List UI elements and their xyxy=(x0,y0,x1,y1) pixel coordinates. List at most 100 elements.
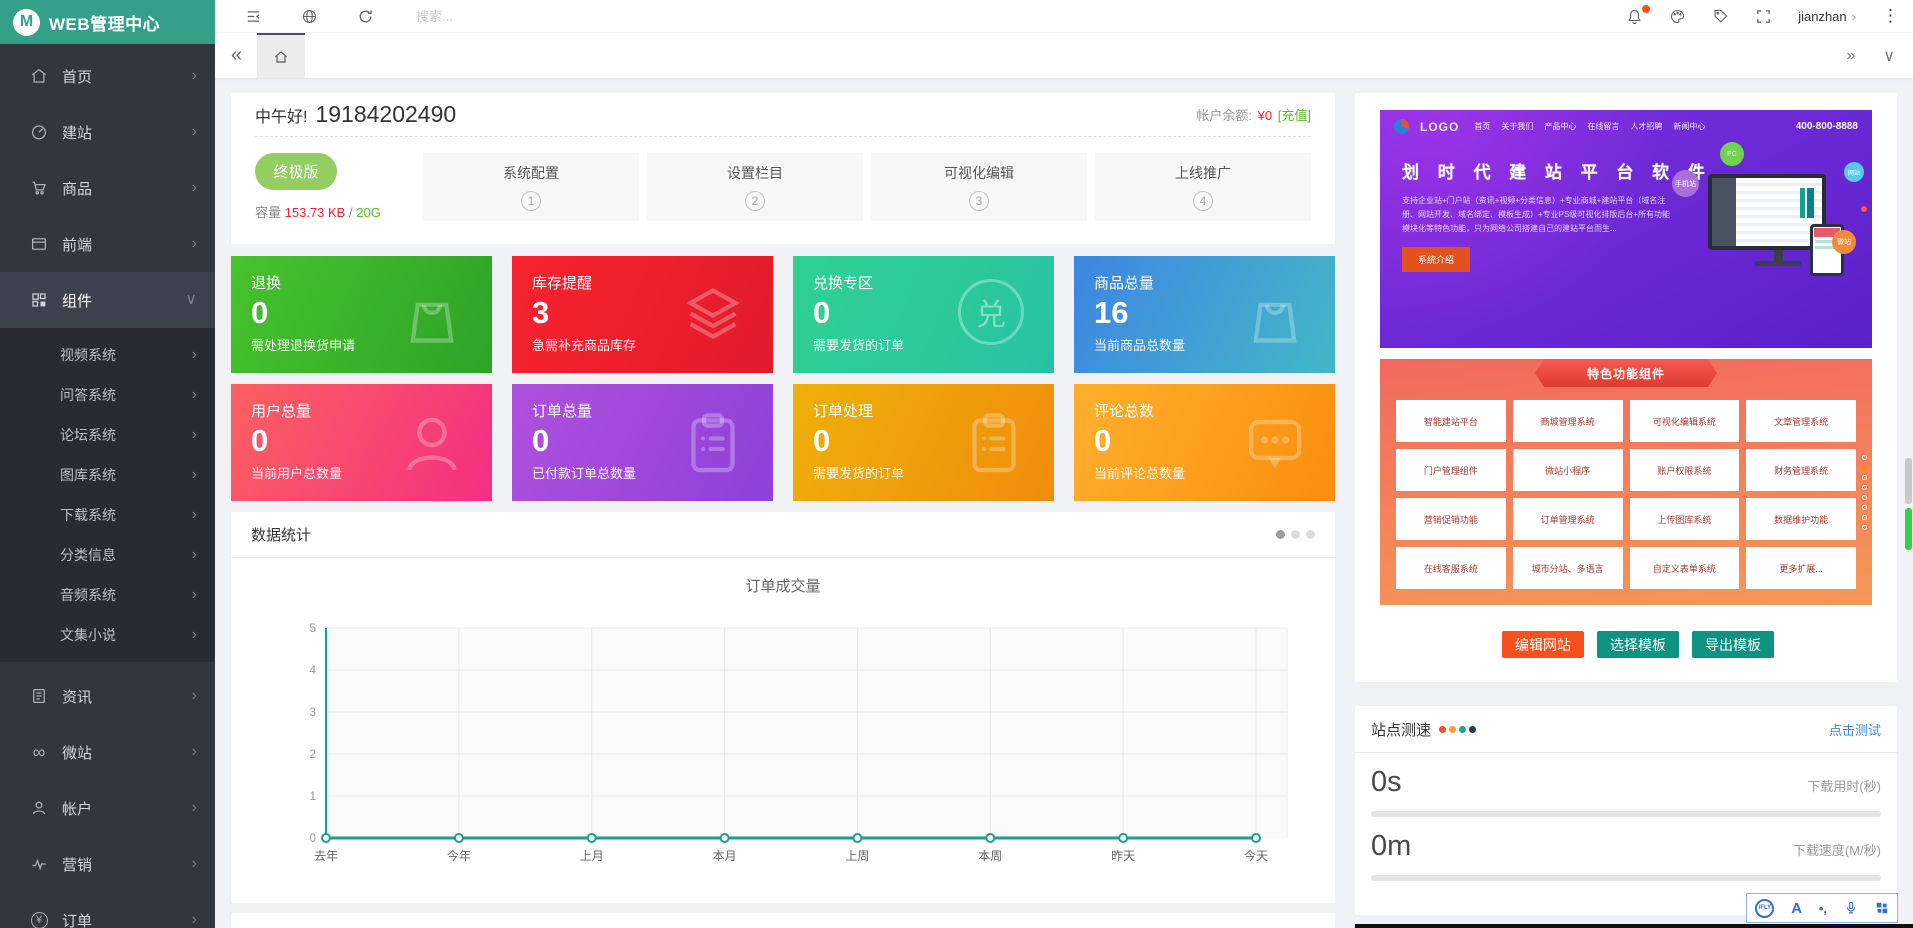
ime-punctuation-icon[interactable]: •, xyxy=(1819,901,1827,916)
username: jianzhan xyxy=(1798,9,1846,24)
stat-card-returns[interactable]: 退换 0 需处理退换货申请 xyxy=(231,256,492,373)
badge-web: 网站 xyxy=(1844,162,1864,182)
carousel-dot[interactable] xyxy=(1862,505,1867,510)
plan-badge: 终极版 xyxy=(255,153,337,190)
chevron-right-icon: › xyxy=(192,587,197,603)
submenu-item-download[interactable]: 下载系统› xyxy=(0,495,215,535)
ime-language-icon[interactable]: A xyxy=(1791,900,1802,917)
tabs-scroll-right-icon[interactable]: » xyxy=(1846,47,1855,65)
submenu-item-audio[interactable]: 音频系统› xyxy=(0,575,215,615)
tabs-scroll-left-icon[interactable]: « xyxy=(231,44,242,67)
submenu-item-qa[interactable]: 问答系统› xyxy=(0,375,215,415)
stat-card-stock-alert[interactable]: 库存提醒 3 急需补充商品库存 xyxy=(512,256,773,373)
step-system-config[interactable]: 系统配置 1 xyxy=(423,153,639,221)
step-visual-edit[interactable]: 可视化编辑 3 xyxy=(871,153,1087,221)
scrollbar-thumb[interactable] xyxy=(1905,458,1912,504)
user-menu[interactable]: jianzhan › xyxy=(1798,9,1856,24)
sidebar-item-account[interactable]: 帐户 › xyxy=(0,780,215,836)
chevron-right-icon: › xyxy=(1852,10,1856,23)
submenu-item-forum[interactable]: 论坛系统› xyxy=(0,415,215,455)
template-description: 支持企业站+门户站（资讯+视频+分类信息）+专业商城+建站平台（域名注册、网站开… xyxy=(1402,194,1677,236)
submenu-item-novel[interactable]: 文集小说› xyxy=(0,615,215,655)
sidebar-item-components[interactable]: 组件 ∨ xyxy=(0,272,215,328)
edit-site-button[interactable]: 编辑网站 xyxy=(1502,631,1584,658)
carousel-dot[interactable] xyxy=(1862,515,1867,520)
collapse-menu-icon[interactable] xyxy=(245,8,262,25)
submenu-item-classified[interactable]: 分类信息› xyxy=(0,535,215,575)
carousel-dot[interactable] xyxy=(1862,495,1867,500)
ifly-logo-icon[interactable]: iFLY xyxy=(1755,899,1774,918)
sidebar-item-orders[interactable]: ¥ 订单 › xyxy=(0,892,215,928)
fullscreen-icon[interactable] xyxy=(1755,8,1772,25)
sidebar-item-home[interactable]: 首页 › xyxy=(0,48,215,104)
stat-card-total-users[interactable]: 用户总量 0 当前用户总数量 xyxy=(231,384,492,501)
carousel-dot[interactable] xyxy=(1862,455,1867,460)
carousel-dot[interactable] xyxy=(1862,525,1867,530)
stat-card-order-processing[interactable]: 订单处理 0 需要发货的订单 xyxy=(793,384,1054,501)
carousel-dot[interactable] xyxy=(1291,530,1300,539)
carousel-dot[interactable] xyxy=(1862,465,1867,470)
carousel-dot[interactable] xyxy=(1306,530,1315,539)
template-carousel-dots xyxy=(1862,455,1867,530)
chevron-right-icon: › xyxy=(192,124,197,140)
chevron-right-icon: › xyxy=(192,547,197,563)
carousel-dot[interactable] xyxy=(1862,485,1867,490)
svg-text:上月: 上月 xyxy=(580,849,604,863)
bag-icon xyxy=(1239,279,1311,351)
chevron-right-icon: › xyxy=(192,236,197,252)
chart-title: 订单成交量 xyxy=(231,575,1335,596)
sidebar-item-sitebuild[interactable]: 建站 › xyxy=(0,104,215,160)
recharge-link[interactable]: [充值] xyxy=(1278,108,1311,123)
stat-card-total-products[interactable]: 商品总量 16 当前商品总数量 xyxy=(1074,256,1335,373)
sidebar-item-frontend[interactable]: 前端 › xyxy=(0,216,215,272)
ime-grid-icon[interactable] xyxy=(1875,901,1889,915)
sidebar-item-products[interactable]: 商品 › xyxy=(0,160,215,216)
stat-card-exchange[interactable]: 兑换专区 0 需要发货的订单 兑 xyxy=(793,256,1054,373)
refresh-icon[interactable] xyxy=(357,8,374,25)
stat-card-total-comments[interactable]: 评论总数 0 当前评论总数量 xyxy=(1074,384,1335,501)
speedtest-header: 站点测速 点击测试 xyxy=(1355,706,1897,753)
svg-text:3: 3 xyxy=(309,705,316,719)
chevron-right-icon: › xyxy=(192,68,197,84)
run-test-link[interactable]: 点击测试 xyxy=(1829,720,1881,739)
bell-icon[interactable] xyxy=(1626,8,1643,25)
sidebar-item-news[interactable]: 资讯 › xyxy=(0,668,215,724)
status-dot xyxy=(1469,726,1476,733)
feature-cell: 订单管理系统 xyxy=(1513,498,1623,540)
admin-dashboard: M WEB管理中心 首页 › 建站 › 商品 › 前端 › xyxy=(0,0,1913,928)
tabs-collapse-icon[interactable]: ∨ xyxy=(1883,46,1895,66)
stat-card-total-orders[interactable]: 订单总量 0 已付款订单总数量 xyxy=(512,384,773,501)
scrollbar-indicator[interactable] xyxy=(1905,508,1912,550)
template-cta-button: 系统介绍 xyxy=(1402,247,1470,272)
template-preview[interactable]: LOGO 首页 关于我们 产品中心 在线留言 人才招聘 新闻中心 400-800… xyxy=(1380,110,1872,605)
sidebar-item-microsite[interactable]: ∞ 微站 › xyxy=(0,724,215,780)
cart-icon xyxy=(30,179,48,197)
step-number: 1 xyxy=(521,191,541,211)
submenu-item-video[interactable]: 视频系统› xyxy=(0,335,215,375)
globe-icon[interactable] xyxy=(301,8,318,25)
features-grid: 智能建站平台 商城管理系统 可视化编辑系统 文章管理系统 门户管理组件 微站小程… xyxy=(1396,400,1856,589)
sidebar-item-marketing[interactable]: 营销 › xyxy=(0,836,215,892)
step-go-live[interactable]: 上线推广 4 xyxy=(1095,153,1311,221)
palette-icon[interactable] xyxy=(1669,8,1686,25)
speedtest-title: 站点测速 xyxy=(1371,719,1431,740)
carousel-dot[interactable] xyxy=(1276,530,1285,539)
feature-cell: 可视化编辑系统 xyxy=(1630,400,1740,442)
submenu-item-gallery[interactable]: 图库系统› xyxy=(0,455,215,495)
template-logo-icon xyxy=(1394,119,1409,134)
chevron-right-icon: › xyxy=(192,507,197,523)
carousel-dot[interactable] xyxy=(1862,475,1867,480)
exchange-icon: 兑 xyxy=(958,279,1030,351)
sidebar-nav-bottom: 资讯 › ∞ 微站 › 帐户 › 营销 › xyxy=(0,662,215,928)
orders-line-chart: 012345去年今年上月本月上周本周昨天今天 xyxy=(231,612,1335,877)
microphone-icon[interactable] xyxy=(1844,901,1858,915)
step-set-columns[interactable]: 设置栏目 2 xyxy=(647,153,863,221)
choose-template-button[interactable]: 选择模板 xyxy=(1597,631,1679,658)
tag-icon[interactable] xyxy=(1712,8,1729,25)
search-input[interactable] xyxy=(416,9,566,24)
kebab-menu-icon[interactable]: ⋮ xyxy=(1882,6,1899,26)
greeting-text: 中午好! xyxy=(255,103,307,127)
tab-home[interactable] xyxy=(257,33,305,78)
sidebar-nav: 首页 › 建站 › 商品 › 前端 › 组件 ∨ xyxy=(0,44,215,928)
export-template-button[interactable]: 导出模板 xyxy=(1692,631,1774,658)
